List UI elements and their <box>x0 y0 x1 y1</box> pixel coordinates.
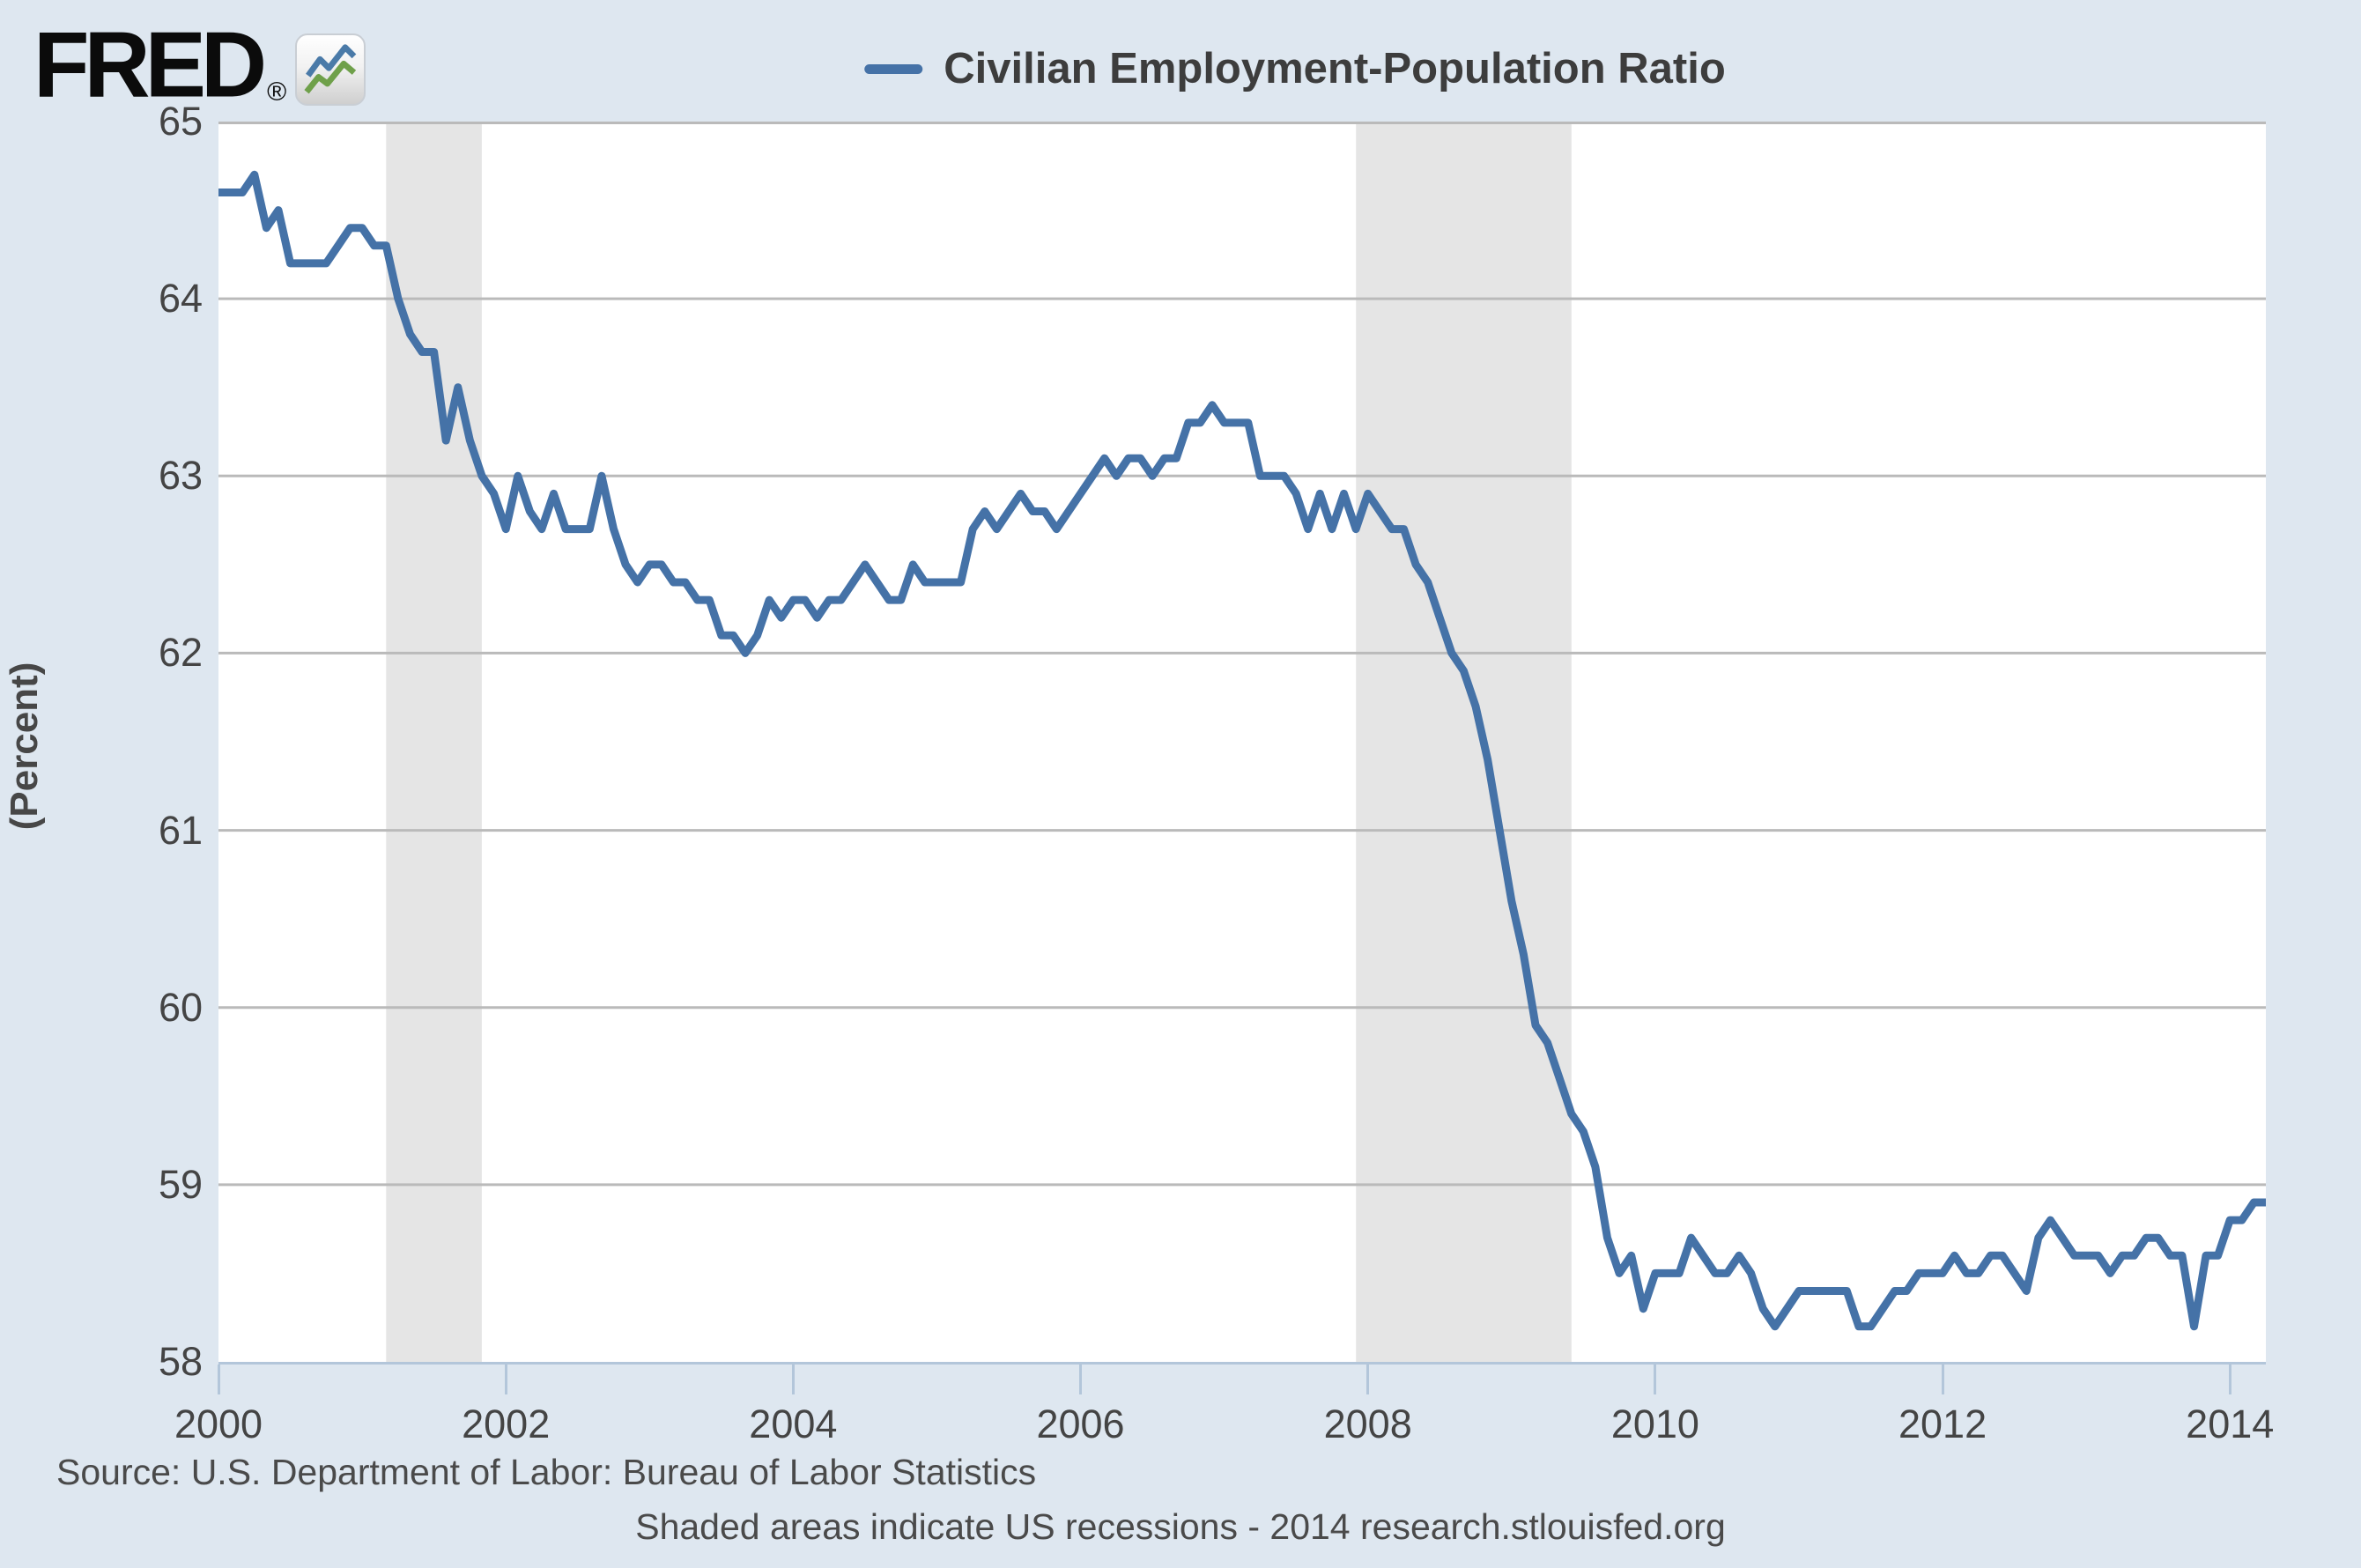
x-tick <box>1366 1365 1370 1394</box>
x-tick-label: 2004 <box>749 1402 838 1446</box>
chart-legend: Civilian Employment-Population Ratio <box>864 44 1726 93</box>
sparkline-icon <box>304 44 357 94</box>
y-tick-label: 64 <box>158 276 203 322</box>
chart-canvas <box>218 122 2266 1362</box>
x-tick <box>1079 1365 1083 1394</box>
x-tick-label: 2002 <box>462 1402 551 1446</box>
legend-line-swatch <box>864 63 923 74</box>
x-tick-label: 2006 <box>1036 1402 1125 1446</box>
x-tick <box>217 1365 220 1394</box>
y-tick-label: 62 <box>158 630 203 676</box>
legend-series-label: Civilian Employment-Population Ratio <box>944 45 1726 92</box>
x-tick <box>1654 1365 1657 1394</box>
y-axis-tick-labels: 58 59 60 61 62 63 64 65 <box>0 99 203 1384</box>
y-tick-label: 65 <box>158 99 203 144</box>
recession-band <box>1356 122 1572 1362</box>
fred-logo: FRED ® <box>33 12 366 118</box>
fred-logo-chart-icon <box>295 33 366 106</box>
y-tick-label: 59 <box>158 1161 203 1207</box>
x-tick-label: 2000 <box>174 1402 263 1446</box>
x-tick-label: 2012 <box>1898 1402 1987 1446</box>
data-line <box>218 170 2266 1331</box>
fred-logo-text: FRED <box>33 12 267 118</box>
recession-band <box>386 122 482 1362</box>
x-tick-label: 2010 <box>1610 1402 1699 1446</box>
y-tick-label: 60 <box>158 984 203 1030</box>
x-tick <box>2228 1365 2231 1394</box>
recession-note-text: Shaded areas indicate US recessions - 20… <box>635 1506 1726 1547</box>
x-tick-label: 2008 <box>1323 1402 1412 1446</box>
x-axis: 2000 2002 2004 2006 2008 2010 2012 2014 <box>174 1365 2274 1470</box>
y-tick-label: 58 <box>158 1339 203 1384</box>
x-tick <box>1941 1365 1944 1394</box>
x-tick-label: 2014 <box>2186 1402 2275 1446</box>
registered-trademark-mark: ® <box>267 78 287 107</box>
x-tick <box>504 1365 507 1394</box>
source-text: Source: U.S. Department of Labor: Bureau… <box>56 1452 1037 1492</box>
y-tick-label: 63 <box>158 453 203 499</box>
plot-area <box>218 122 2266 1365</box>
y-tick-label: 61 <box>158 807 203 853</box>
x-tick <box>791 1365 795 1394</box>
